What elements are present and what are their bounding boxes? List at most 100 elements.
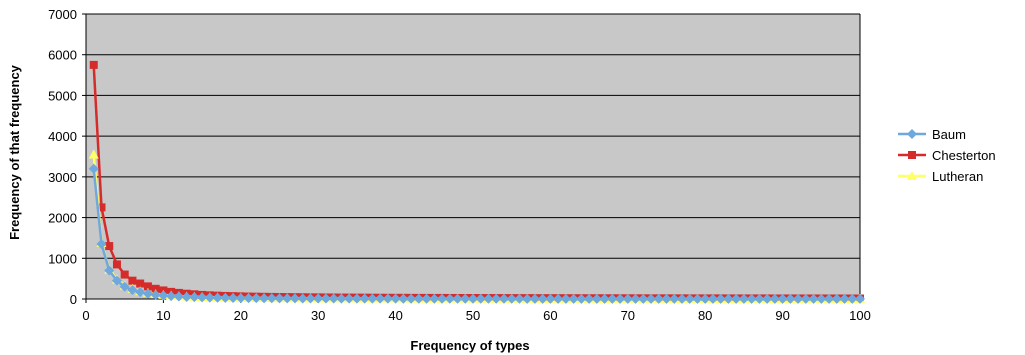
- legend-marker: [908, 151, 916, 159]
- data-point: [831, 293, 842, 304]
- data-point: [599, 293, 610, 304]
- legend-item-baum: Baum: [898, 127, 966, 142]
- data-point: [136, 279, 145, 288]
- data-point: [545, 293, 556, 304]
- data-point: [553, 293, 564, 304]
- y-tick-label: 4000: [48, 129, 77, 144]
- data-point: [537, 293, 548, 304]
- data-point: [468, 293, 478, 304]
- data-point: [707, 293, 718, 304]
- data-point: [351, 293, 362, 304]
- x-tick-label: 40: [388, 308, 402, 323]
- data-point: [112, 260, 121, 269]
- x-tick-label: 20: [234, 308, 248, 323]
- legend-label: Lutheran: [932, 169, 983, 184]
- data-point: [328, 293, 339, 304]
- data-point: [282, 293, 293, 304]
- data-point: [808, 293, 819, 304]
- data-point: [135, 287, 146, 298]
- data-point: [638, 293, 649, 304]
- data-point: [166, 291, 177, 302]
- data-point: [475, 293, 486, 304]
- x-tick-label: 100: [849, 308, 871, 323]
- data-point: [769, 293, 780, 304]
- data-point: [235, 293, 246, 304]
- data-point: [630, 293, 641, 304]
- data-point: [375, 293, 386, 304]
- y-tick-label: 5000: [48, 88, 77, 103]
- data-point: [97, 203, 106, 212]
- data-point: [731, 293, 742, 304]
- data-point: [104, 265, 115, 276]
- data-point: [189, 292, 200, 303]
- gridlines: [86, 13, 860, 259]
- data-point: [289, 293, 300, 304]
- data-point: [88, 163, 99, 174]
- y-tick-label: 7000: [48, 7, 77, 22]
- data-point: [398, 293, 409, 304]
- data-point: [297, 293, 308, 304]
- data-point: [88, 149, 99, 159]
- data-point: [615, 293, 626, 304]
- data-point: [444, 293, 455, 304]
- data-point: [181, 291, 192, 302]
- data-point: [622, 293, 633, 304]
- data-point: [151, 284, 160, 293]
- data-point: [568, 293, 579, 304]
- plot-background: [86, 14, 860, 299]
- data-point: [777, 293, 788, 304]
- data-point: [429, 293, 440, 304]
- data-point: [406, 293, 417, 304]
- data-point: [522, 293, 533, 304]
- data-point: [390, 293, 401, 304]
- data-point: [96, 239, 107, 250]
- data-point: [367, 293, 378, 304]
- data-point: [89, 60, 98, 69]
- data-point: [715, 293, 726, 304]
- data-point: [111, 275, 122, 286]
- data-point: [212, 292, 223, 303]
- data-point: [359, 293, 370, 304]
- data-point: [754, 293, 765, 304]
- data-point: [320, 293, 331, 304]
- data-point: [243, 293, 254, 304]
- data-point: [816, 293, 827, 304]
- data-point: [560, 293, 571, 304]
- data-point: [700, 293, 711, 304]
- data-point: [158, 290, 169, 301]
- plot-area: [86, 14, 860, 299]
- legend-marker: [907, 171, 917, 180]
- data-point: [847, 293, 858, 304]
- data-point: [173, 291, 184, 302]
- series-layer: [88, 60, 865, 304]
- x-tick-label: 10: [156, 308, 170, 323]
- data-point: [607, 293, 618, 304]
- data-point: [228, 292, 239, 303]
- data-point: [738, 293, 749, 304]
- data-point: [506, 293, 517, 304]
- data-point: [785, 293, 796, 304]
- legend-label: Chesterton: [932, 148, 996, 163]
- data-point: [105, 242, 114, 251]
- data-point: [437, 293, 448, 304]
- legend: Baum Chesterton Lutheran: [898, 127, 996, 184]
- data-point: [824, 293, 835, 304]
- data-point: [336, 293, 347, 304]
- data-point: [692, 293, 703, 304]
- data-point: [251, 293, 262, 304]
- tick-labels: 0 1000 2000 3000 4000 5000 6000 7000 0 10 20 30 40 50…: [48, 7, 871, 323]
- y-tick-label: 6000: [48, 48, 77, 63]
- x-axis-title: Frequency of types: [410, 338, 529, 353]
- data-point: [661, 293, 672, 304]
- data-point: [127, 285, 138, 296]
- data-point: [274, 293, 285, 304]
- x-tick-label: 90: [775, 308, 789, 323]
- y-tick-label: 0: [70, 292, 77, 307]
- data-point: [498, 293, 509, 304]
- data-point: [421, 293, 432, 304]
- data-point: [344, 293, 355, 304]
- data-point: [305, 293, 316, 304]
- legend-item-chesterton: Chesterton: [898, 148, 996, 163]
- data-point: [483, 293, 494, 304]
